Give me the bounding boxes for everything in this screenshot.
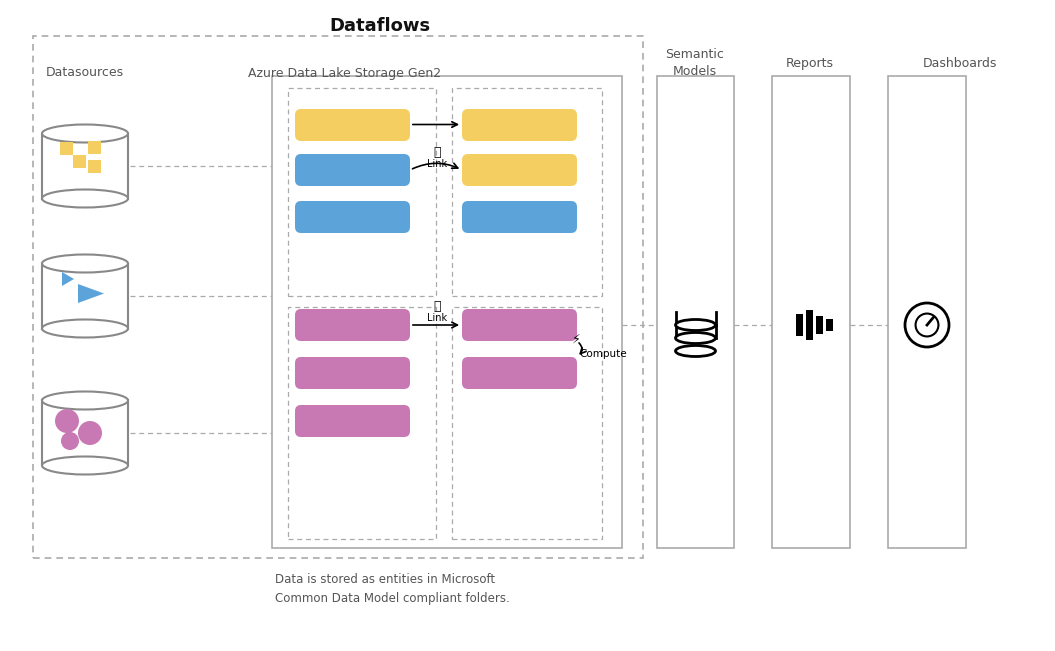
Text: Reports: Reports bbox=[786, 57, 835, 70]
Bar bbox=[60, 142, 73, 155]
Bar bbox=[288, 307, 436, 539]
Text: Data is stored as entities in Microsoft
Common Data Model compliant folders.: Data is stored as entities in Microsoft … bbox=[275, 573, 510, 605]
FancyBboxPatch shape bbox=[462, 309, 577, 341]
Circle shape bbox=[916, 314, 939, 337]
Ellipse shape bbox=[42, 320, 128, 337]
Bar bbox=[42, 264, 128, 329]
Bar bbox=[88, 160, 101, 173]
Ellipse shape bbox=[42, 255, 128, 273]
FancyBboxPatch shape bbox=[295, 109, 410, 141]
Text: Dashboards: Dashboards bbox=[923, 57, 997, 70]
FancyBboxPatch shape bbox=[295, 405, 410, 437]
Ellipse shape bbox=[42, 456, 128, 475]
Text: ⚡: ⚡ bbox=[572, 333, 580, 346]
Text: Link: Link bbox=[427, 159, 447, 169]
Circle shape bbox=[78, 421, 102, 445]
Bar bbox=[797, 314, 803, 336]
Text: Compute: Compute bbox=[579, 349, 627, 359]
FancyBboxPatch shape bbox=[462, 154, 577, 186]
Ellipse shape bbox=[42, 189, 128, 208]
Bar bbox=[888, 76, 966, 548]
Text: Dataflows: Dataflows bbox=[329, 17, 430, 35]
FancyBboxPatch shape bbox=[295, 201, 410, 233]
Ellipse shape bbox=[675, 346, 715, 357]
Polygon shape bbox=[62, 272, 74, 286]
Circle shape bbox=[55, 409, 79, 433]
FancyBboxPatch shape bbox=[295, 154, 410, 186]
Bar bbox=[806, 310, 813, 340]
Text: ⛓: ⛓ bbox=[434, 299, 441, 312]
Bar bbox=[42, 133, 128, 199]
Ellipse shape bbox=[42, 124, 128, 143]
Text: Link: Link bbox=[427, 313, 447, 323]
Ellipse shape bbox=[675, 320, 715, 331]
Bar bbox=[88, 141, 101, 154]
Ellipse shape bbox=[675, 333, 715, 344]
Circle shape bbox=[61, 432, 79, 450]
Circle shape bbox=[905, 303, 950, 347]
FancyBboxPatch shape bbox=[462, 201, 577, 233]
Bar bbox=[288, 88, 436, 296]
Polygon shape bbox=[78, 284, 104, 303]
FancyBboxPatch shape bbox=[462, 357, 577, 389]
Bar bbox=[452, 307, 602, 539]
Bar bbox=[73, 155, 87, 168]
FancyBboxPatch shape bbox=[462, 109, 577, 141]
Text: Datasources: Datasources bbox=[46, 66, 124, 79]
Bar bbox=[42, 400, 128, 465]
Bar bbox=[772, 76, 850, 548]
Ellipse shape bbox=[42, 391, 128, 409]
Text: Semantic
Models: Semantic Models bbox=[666, 48, 725, 78]
Bar bbox=[33, 36, 642, 558]
Bar bbox=[816, 316, 823, 334]
Bar bbox=[452, 88, 602, 296]
Bar bbox=[657, 76, 734, 548]
FancyBboxPatch shape bbox=[295, 309, 410, 341]
Text: Azure Data Lake Storage Gen2: Azure Data Lake Storage Gen2 bbox=[248, 66, 442, 79]
Bar bbox=[826, 319, 833, 331]
Bar bbox=[272, 76, 622, 548]
FancyBboxPatch shape bbox=[295, 357, 410, 389]
Text: ⛓: ⛓ bbox=[434, 146, 441, 158]
